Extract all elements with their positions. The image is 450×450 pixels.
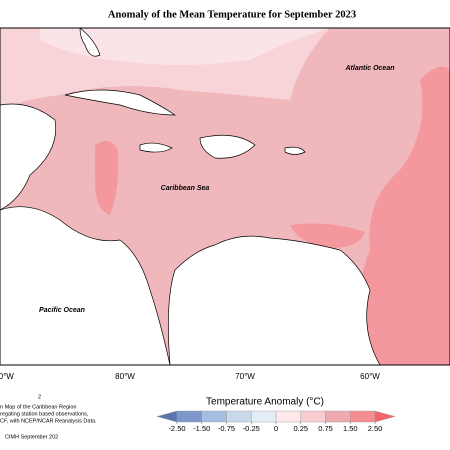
warm-patch [290,223,365,248]
longitude-label: 60°W [360,372,380,381]
colorbar-tick-label: 0.75 [318,424,333,433]
longitude-label: 70°W [235,372,255,381]
colorbar-segment [350,410,376,423]
land-yucatan [0,103,57,211]
map-label: Caribbean Sea [161,185,210,192]
footnote: n Map of the Caribbean Region [0,404,76,410]
footnote: regating station based observations, [0,411,89,417]
colorbar-tick-label: -1.50 [193,424,210,433]
colorbar-tick-label: -0.25 [243,424,260,433]
warm-anomaly [356,66,450,365]
lighter-anomaly [40,28,330,65]
map-label: Pacific Ocean [39,307,85,314]
colorbar-segment [275,410,301,423]
land-florida [79,28,101,57]
colorbar-tick-label: 2.50 [368,424,383,433]
colorbar-tick-label: 1.50 [343,424,358,433]
colorbar-tick-label: -2.50 [168,424,185,433]
footnote: CF, with NCEP/NCAR Reanalysis Data. [0,418,97,424]
colorbar-segment [300,410,326,423]
colorbar-segment [251,410,277,423]
colorbar-tick-label: -0.75 [218,424,235,433]
footnote: CIMH September 202 [5,434,58,440]
land-puerto-rico [284,146,306,155]
title: Anomaly of the Mean Temperature for Sept… [108,9,356,20]
colorbar-tick-label: 0 [274,424,278,433]
warm-patch [95,141,119,215]
colorbar-segment [176,410,202,423]
colorbar-segment [201,410,227,423]
footnote: 2 [38,394,41,400]
map-frame [0,27,450,366]
colorbar-tick-label: 0.25 [293,424,308,433]
land-south-america [168,235,381,365]
colorbar-segment [325,410,351,423]
land-cuba [64,89,177,116]
colorbar-end [156,410,178,423]
legend-title: Temperature Anomaly (°C) [206,397,324,408]
land-jamaica [139,142,173,153]
land-central-america [0,206,171,365]
colorbar-end [374,410,396,423]
colorbar-segment [226,410,252,423]
longitude-label: 80°W [115,372,135,381]
colorbar: -2.50 -1.50 -0.75 -0.25 0 0.25 0.75 1.50 2.50 [156,410,396,433]
longitude-label: 90°W [0,372,14,381]
map: Atlantic Ocean Caribbean Sea Pacific Oce… [0,28,450,365]
land-hispaniola [199,134,256,159]
map-label: Atlantic Ocean [344,65,394,72]
